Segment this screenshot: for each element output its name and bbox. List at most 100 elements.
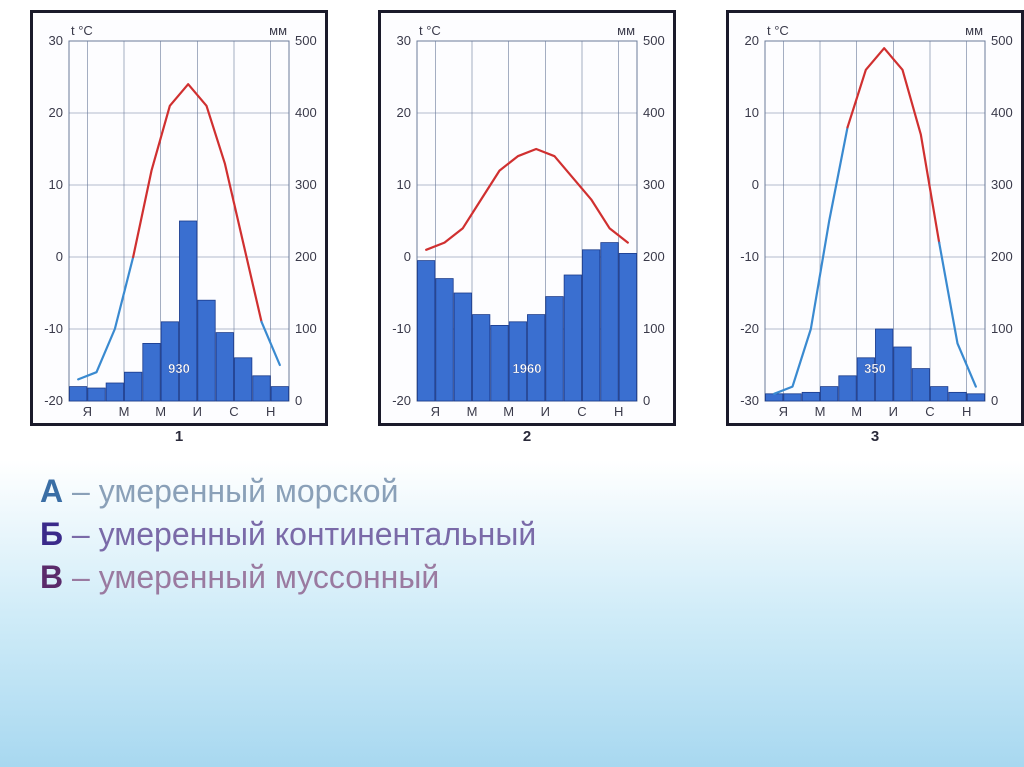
precip-bar [472,315,489,401]
svg-text:мм: мм [269,23,287,38]
svg-text:30: 30 [49,33,63,48]
precip-total-label: 930 [168,361,190,376]
precip-bar [106,383,123,401]
svg-text:20: 20 [49,105,63,120]
chart-number-label: 3 [871,428,879,445]
precip-bar [143,343,160,401]
legend-text: – умеренный морской [63,473,398,509]
svg-text:-20: -20 [392,393,411,408]
svg-text:С: С [925,404,934,419]
svg-text:t °C: t °C [419,23,441,38]
svg-text:0: 0 [295,393,302,408]
svg-text:мм: мм [965,23,983,38]
svg-text:300: 300 [295,177,317,192]
temp-curve [939,243,976,387]
climate-chart-1: 930-20-1001020300100200300400500ЯММИСНt … [35,19,323,421]
svg-text:20: 20 [397,105,411,120]
svg-text:-30: -30 [740,393,759,408]
svg-text:И: И [193,404,202,419]
svg-text:400: 400 [643,105,665,120]
precip-bar [582,250,599,401]
svg-text:-10: -10 [44,321,63,336]
svg-text:-10: -10 [740,249,759,264]
svg-text:Н: Н [962,404,971,419]
svg-text:Н: Н [266,404,275,419]
svg-text:Я: Я [83,404,92,419]
climate-chart-2: 1960-20-1001020300100200300400500ЯММИСНt… [383,19,671,421]
svg-text:100: 100 [643,321,665,336]
precip-bar [124,372,141,401]
svg-text:t °C: t °C [71,23,93,38]
svg-text:200: 200 [295,249,317,264]
svg-text:И: И [889,404,898,419]
precip-bar [894,347,911,401]
svg-text:300: 300 [643,177,665,192]
climate-chart-3: 350-30-20-10010200100200300400500ЯММИСНt… [731,19,1019,421]
svg-text:М: М [503,404,514,419]
charts-row: 930-20-1001020300100200300400500ЯММИСНt … [0,0,1024,450]
chart-wrap-2: 1960-20-1001020300100200300400500ЯММИСНt… [378,10,676,445]
svg-text:10: 10 [49,177,63,192]
svg-text:М: М [851,404,862,419]
precip-bar [436,279,453,401]
svg-text:С: С [229,404,238,419]
svg-text:400: 400 [295,105,317,120]
svg-text:И: И [541,404,550,419]
svg-text:400: 400 [991,105,1013,120]
svg-text:200: 200 [643,249,665,264]
precip-bar [601,243,618,401]
precip-total-label: 350 [864,361,886,376]
precip-bar [491,325,508,401]
svg-text:С: С [577,404,586,419]
chart-number-label: 2 [523,428,531,445]
precip-bar [527,315,544,401]
precip-bar [930,387,947,401]
svg-text:0: 0 [404,249,411,264]
legend-line: В – умеренный муссонный [40,556,984,599]
precip-bar [253,376,270,401]
chart-number-label: 1 [175,428,183,445]
svg-text:-20: -20 [740,321,759,336]
precip-bar [619,253,636,401]
chart-frame: 930-20-1001020300100200300400500ЯММИСНt … [30,10,328,426]
svg-text:30: 30 [397,33,411,48]
precip-bar [967,394,984,401]
svg-text:-10: -10 [392,321,411,336]
svg-text:20: 20 [745,33,759,48]
temp-curve [774,127,847,393]
svg-text:Н: Н [614,404,623,419]
precip-bar [820,387,837,401]
legend-text: – умеренный муссонный [63,559,439,595]
svg-text:t °C: t °C [767,23,789,38]
svg-text:М: М [815,404,826,419]
precip-bar [234,358,251,401]
svg-text:10: 10 [397,177,411,192]
precip-bar [912,369,929,401]
svg-text:Я: Я [779,404,788,419]
svg-text:0: 0 [56,249,63,264]
legend-line: А – умеренный морской [40,470,984,513]
precip-total-label: 1960 [513,361,542,376]
temp-curve [426,149,628,250]
precip-bar [546,297,563,401]
svg-text:0: 0 [752,177,759,192]
legend-line: Б – умеренный континентальный [40,513,984,556]
precip-bar [454,293,471,401]
svg-text:300: 300 [991,177,1013,192]
precip-bar [564,275,581,401]
legend-text: – умеренный континентальный [63,516,536,552]
svg-text:Я: Я [431,404,440,419]
legend-block: А – умеренный морскойБ – умеренный конти… [0,450,1024,620]
svg-text:0: 0 [991,393,998,408]
precip-bar [802,392,819,401]
svg-text:М: М [155,404,166,419]
svg-text:500: 500 [295,33,317,48]
temp-curve [78,257,133,379]
precip-bar [271,387,288,401]
svg-text:100: 100 [295,321,317,336]
svg-text:М: М [467,404,478,419]
svg-text:М: М [119,404,130,419]
legend-letter: Б [40,516,63,552]
svg-text:мм: мм [617,23,635,38]
precip-bar [88,388,105,401]
